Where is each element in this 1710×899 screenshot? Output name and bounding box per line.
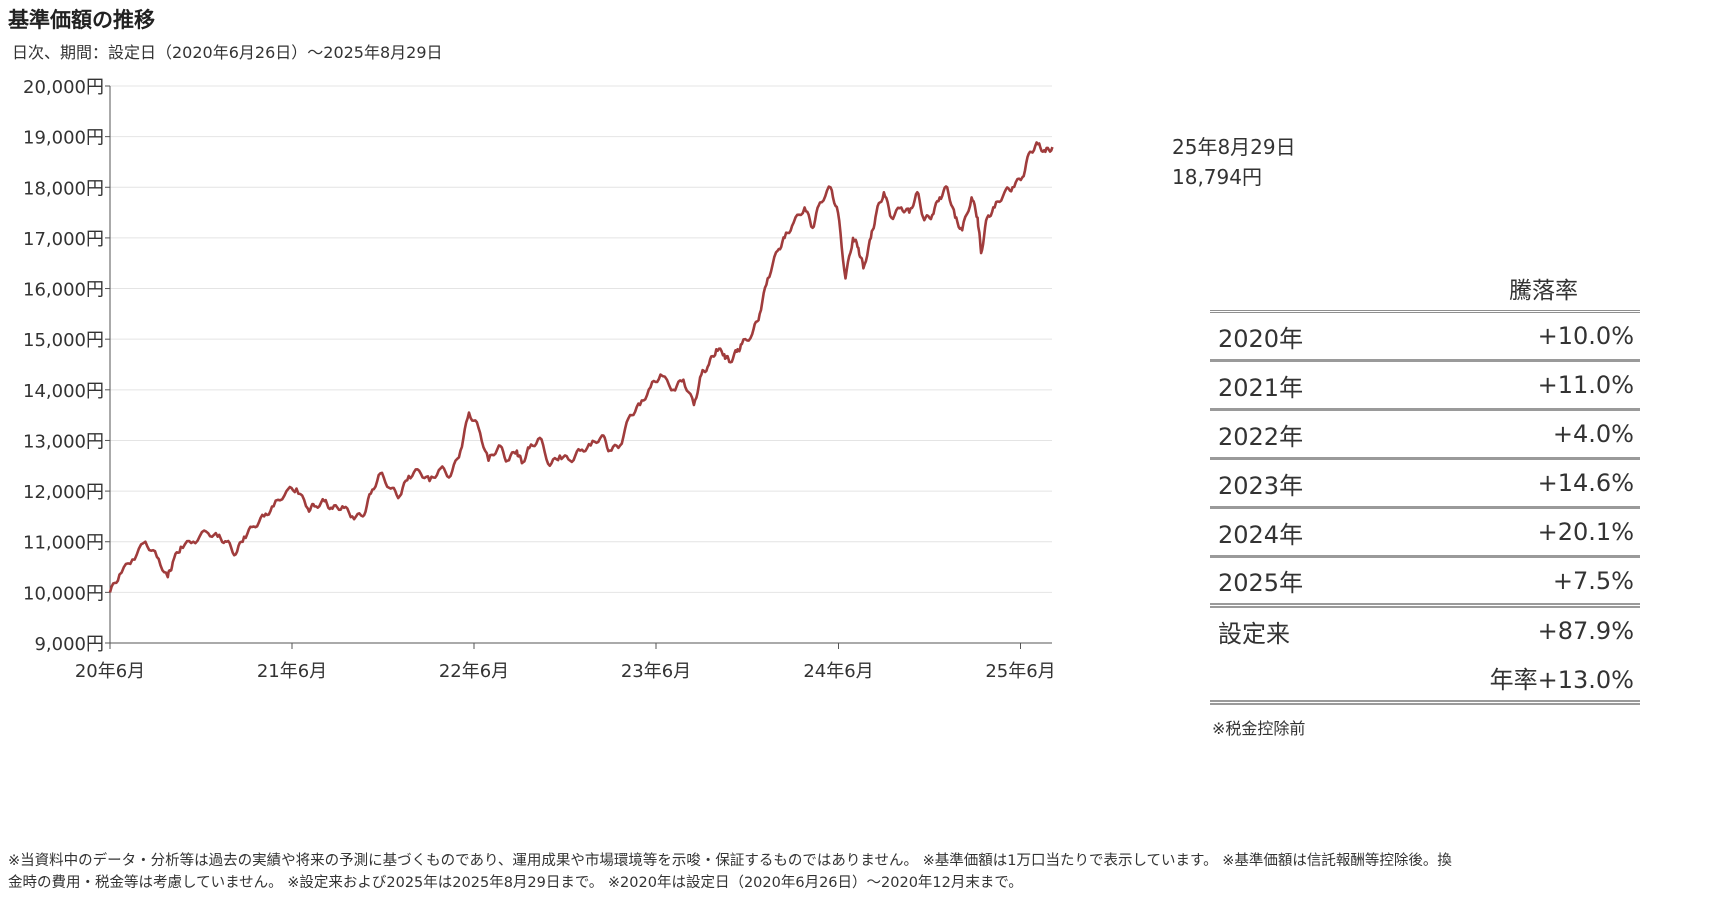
latest-date-label: 25年8月29日 (1172, 135, 1296, 159)
returns-row-value: +7.5% (1552, 566, 1634, 595)
returns-row-label: 2025年 (1218, 569, 1304, 597)
returns-row-label: 2022年 (1218, 422, 1304, 451)
y-tick-label: 17,000円 (23, 229, 104, 250)
y-tick-label: 15,000円 (23, 330, 104, 351)
returns-row-value: +10.0% (1537, 322, 1634, 350)
returns-cumulative-value: +87.9% (1537, 617, 1634, 645)
y-tick-label: 18,000円 (23, 178, 104, 199)
price-chart: 20,000円 19,000円 18,000円 17,000円 16,000円 15,00… (23, 77, 1056, 682)
x-tick-label: 24年6月 (803, 661, 873, 682)
axes (109, 86, 1052, 644)
x-tick-label: 20年6月 (75, 661, 145, 682)
chart-subtitle: 日次、期間：設定日（2020年6月26日）～2025年8月29日 (12, 43, 443, 62)
y-tick-label: 11,000円 (23, 533, 104, 554)
disclaimer-line: ※当資料中のデータ・分析等は過去の実績や将来の予測に基づくものであり、運用成果や… (8, 853, 1452, 869)
y-axis-ticks: 20,000円 19,000円 18,000円 17,000円 16,000円 15,00… (23, 77, 110, 655)
y-tick-label: 14,000円 (23, 381, 104, 402)
series-layer (108, 141, 1054, 593)
returns-header-rule (1210, 310, 1640, 313)
y-tick-label: 16,000円 (23, 280, 104, 301)
y-tick-label: 12,000円 (23, 482, 104, 503)
returns-row: 2020年 +10.0% (1210, 313, 1640, 362)
y-tick-label: 20,000円 (23, 77, 104, 98)
returns-row-label: 2021年 (1218, 373, 1304, 402)
returns-table-header: 騰落率 (1509, 278, 1578, 304)
x-tick-label: 25年6月 (985, 661, 1055, 682)
x-axis-ticks: 20年6月 21年6月 22年6月 23年6月 24年6月 25年6月 (75, 643, 1056, 682)
x-tick-label: 21年6月 (257, 661, 327, 682)
returns-annual-row: 年率+13.0% (1210, 654, 1640, 705)
latest-value-annotation: 25年8月29日 18,794円 (1172, 132, 1296, 192)
y-tick-label: 9,000円 (34, 634, 104, 655)
y-tick-label: 10,000円 (23, 583, 104, 604)
x-tick-label: 23年6月 (621, 661, 691, 682)
disclaimer-line: 金時の費用・税金等は考慮していません。 ※設定来および2025年は2025年8月… (8, 875, 1023, 891)
returns-row: 2024年 +20.1% (1210, 509, 1640, 558)
chart-title: 基準価額の推移 (8, 8, 155, 32)
x-tick-label: 22年6月 (439, 661, 509, 682)
y-tick-label: 13,000円 (23, 431, 104, 452)
returns-cumulative-row: 設定来 +87.9% (1210, 608, 1640, 654)
tax-note: ※税金控除前 (1212, 719, 1306, 738)
returns-table: 騰落率 2020年 +10.0% 2021年 +11.0% 2022年 +4.0… (1210, 272, 1640, 705)
returns-row-value: +20.1% (1537, 518, 1634, 546)
latest-value-label: 18,794円 (1172, 165, 1262, 189)
gridlines (110, 85, 1052, 593)
price-series-line (108, 141, 1054, 593)
returns-row: 2021年 +11.0% (1210, 362, 1640, 411)
y-tick-label: 19,000円 (23, 128, 104, 149)
returns-cumulative-label: 設定来 (1218, 619, 1290, 648)
returns-annual-value: 年率+13.0% (1489, 665, 1634, 694)
returns-row: 2025年 +7.5% (1210, 558, 1640, 608)
returns-row-label: 2024年 (1218, 520, 1304, 549)
returns-row-value: +4.0% (1552, 420, 1634, 448)
returns-row-label: 2020年 (1218, 324, 1304, 353)
returns-row: 2023年 +14.6% (1210, 460, 1640, 509)
returns-row: 2022年 +4.0% (1210, 411, 1640, 460)
returns-row-label: 2023年 (1218, 471, 1304, 500)
disclaimer: ※当資料中のデータ・分析等は過去の実績や将来の予測に基づくものであり、運用成果や… (8, 850, 1708, 894)
returns-row-value: +11.0% (1537, 371, 1634, 399)
returns-row-value: +14.6% (1537, 469, 1634, 497)
